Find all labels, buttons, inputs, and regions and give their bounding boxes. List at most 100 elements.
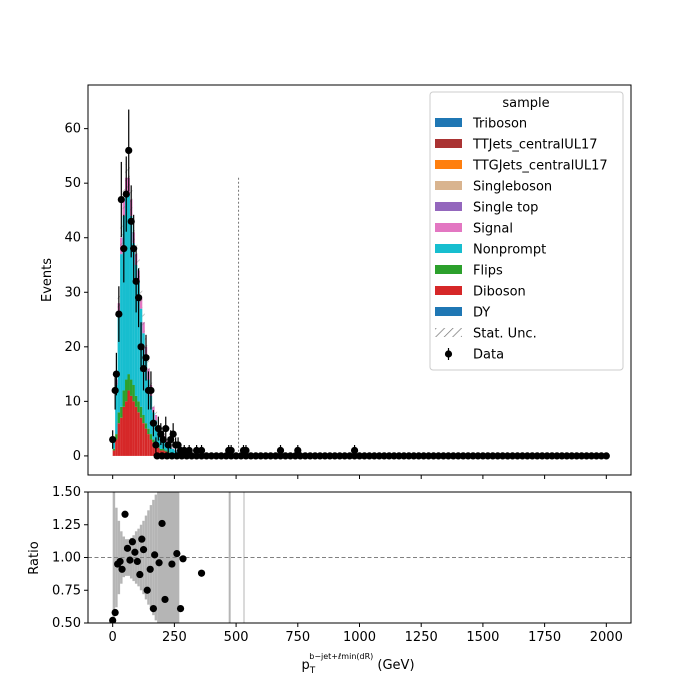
data-point-zero-27	[286, 452, 294, 460]
legend-swatch-5	[435, 223, 462, 232]
data-point-zero-80	[548, 452, 556, 460]
data-point-zero-30	[301, 452, 309, 460]
data-point-zero-66	[479, 452, 487, 460]
stack-bar-diboson-8	[132, 401, 135, 456]
data-point-zero-6	[183, 452, 191, 460]
ratio-x-tick-label-0: 0	[109, 630, 117, 645]
ratio-point-3	[116, 557, 124, 566]
stack-bar-diboson-18	[157, 447, 160, 456]
data-point-10	[132, 277, 140, 285]
legend-swatch-9	[435, 307, 462, 316]
data-point-36	[242, 446, 250, 455]
data-point-zero-78	[538, 452, 546, 460]
ratio-y-ticks: 0.50 0.75 1.00 1.25 1.50	[52, 485, 88, 631]
stack-bar-nonprompt-5	[125, 194, 128, 380]
stack-bar-diboson-7	[129, 395, 133, 456]
main-data-points	[109, 109, 610, 460]
x-axis-label-main: p	[301, 658, 309, 673]
data-point-zero-65	[474, 452, 482, 460]
legend-swatch-8	[435, 286, 462, 295]
stack-bar-nonprompt-4	[122, 215, 126, 391]
data-point-zero-83	[563, 452, 571, 460]
data-point-18	[152, 441, 160, 449]
data-point-zero-73	[513, 452, 522, 460]
main-y-tick-label-2: 20	[64, 340, 81, 355]
ratio-point-20	[161, 595, 169, 604]
data-point-zero-21	[257, 452, 265, 460]
stack-bar-diboson-2	[117, 423, 121, 456]
data-point-zero-0	[153, 452, 161, 460]
data-point-zero-45	[375, 452, 383, 460]
stack-unc-3	[120, 225, 123, 250]
data-point-zero-46	[380, 452, 388, 460]
ratio-band-10	[137, 528, 140, 587]
data-point-20	[157, 430, 165, 438]
data-point-zero-48	[390, 452, 398, 460]
data-point-27	[174, 441, 182, 449]
data-point-32	[197, 446, 206, 455]
data-point-zero-35	[326, 452, 334, 460]
data-point-zero-54	[420, 452, 428, 460]
data-point-34	[227, 446, 235, 455]
ratio-point-17	[151, 551, 159, 559]
ratio-point-15	[146, 565, 154, 573]
stack-bar-diboson-10	[137, 412, 140, 456]
ratio-x-tick-label-7: 1750	[528, 630, 561, 645]
ratio-point-22	[173, 549, 181, 558]
data-point-31	[193, 446, 201, 455]
data-point-zero-5	[178, 452, 186, 460]
data-point-zero-72	[508, 452, 517, 460]
main-y-tick-label-4: 40	[64, 231, 81, 246]
data-point-30	[185, 446, 193, 455]
ratio-point-24	[179, 555, 187, 563]
data-point-zero-67	[484, 452, 492, 460]
stack-bar-nonprompt-10	[137, 281, 140, 402]
data-point-zero-63	[464, 452, 472, 460]
data-point-7	[125, 146, 133, 155]
ratio-point-23	[176, 604, 185, 613]
data-point-19	[154, 425, 162, 433]
data-point-zero-58	[439, 452, 448, 460]
data-point-zero-91	[602, 452, 610, 460]
data-point-12	[137, 343, 145, 351]
data-point-zero-23	[267, 452, 275, 460]
data-point-zero-12	[212, 452, 220, 460]
data-point-zero-69	[494, 452, 502, 460]
stack-bar-nonprompt-9	[134, 265, 138, 396]
ratio-point-9	[131, 548, 139, 556]
data-point-22	[162, 425, 170, 433]
x-axis-label-sup: b−jet+ℓmin(dR)	[309, 652, 373, 661]
stack-bar-nonprompt-8	[132, 243, 135, 385]
stack-bar-flips-1	[115, 434, 118, 440]
stack-bar-flips-7	[129, 379, 133, 396]
ratio-x-tick-label-1: 250	[162, 630, 187, 645]
data-point-zero-82	[558, 452, 566, 460]
data-point-0	[109, 435, 117, 444]
ratio-point-16	[149, 604, 158, 613]
ratio-point-25	[197, 569, 206, 577]
data-point-zero-13	[217, 452, 225, 460]
ratio-y-tick-label-1: 0.75	[52, 583, 81, 598]
ratio-x-tick-label-4: 1000	[343, 630, 376, 645]
data-point-zero-57	[434, 452, 443, 460]
data-point-zero-87	[582, 452, 591, 460]
data-point-zero-8	[193, 452, 201, 460]
data-point-zero-44	[370, 452, 378, 460]
legend-label-7: Flips	[473, 264, 503, 279]
data-point-zero-86	[578, 452, 586, 460]
data-point-6	[122, 190, 130, 198]
data-point-zero-9	[197, 452, 206, 460]
stack-bar-diboson-14	[147, 434, 150, 456]
ratio-point-18	[155, 559, 163, 567]
stack-bar-nonprompt-0	[112, 440, 116, 449]
legend-swatch-2	[435, 160, 462, 169]
data-point-zero-37	[336, 452, 344, 460]
stack-bar-flips-13	[144, 423, 148, 429]
ratio-band-5	[125, 539, 128, 576]
data-point-23	[164, 441, 172, 449]
main-x-ticks	[112, 475, 607, 479]
data-point-zero-81	[553, 452, 561, 460]
x-axis-label: pTb−jet+ℓmin(dR) (GeV)	[301, 652, 414, 676]
stack-bar-flips-5	[125, 379, 128, 402]
ratio-y-tick-label-3: 1.25	[52, 518, 81, 533]
